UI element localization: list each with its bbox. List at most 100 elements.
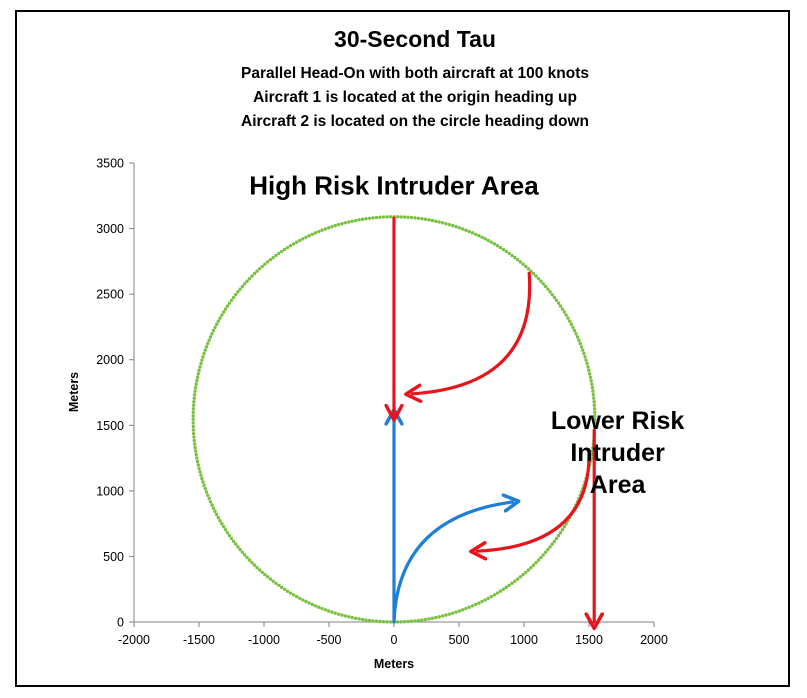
circle-point [539,279,543,283]
y-tick-label: 3500 [96,157,124,171]
circle-point [307,234,311,238]
circle-point [268,258,273,262]
circle-point [291,593,296,597]
circle-point [409,215,414,220]
circle-point [495,244,500,248]
circle-point [234,292,238,297]
circle-point [291,242,296,246]
circle-point [225,530,230,535]
circle-point [294,594,299,599]
x-tick-label: 1000 [510,633,538,647]
circle-point [353,218,358,223]
circle-point [504,249,509,254]
circle-point [539,555,543,560]
circle-point [504,585,509,590]
x-tick-label: 0 [391,633,398,647]
circle-point [591,389,595,393]
circle-point [524,570,528,574]
circle-point [326,609,331,613]
circle-point [541,553,545,557]
circle-point [340,613,344,617]
circle-point [236,545,240,549]
circle-point [590,382,594,386]
circle-point [483,237,487,241]
circle-point [360,217,365,221]
circle-point [507,583,511,588]
circle-point [263,262,267,266]
circle-point [304,235,308,239]
circle-point [245,555,249,560]
circle-point [199,361,203,366]
chart-subtitle-2: Aircraft 1 is located at the origin head… [253,89,577,106]
circle-point [467,229,471,234]
circle-point [277,251,281,256]
circle-point [524,264,528,269]
circle-point [367,618,372,623]
circle-point [574,332,578,336]
circle-point [552,539,557,544]
circle-point [582,351,586,356]
circle-point [501,247,506,252]
circle-point [536,276,541,281]
circle-point [285,589,290,593]
x-axis-label: Meters [374,657,414,671]
circle-point [207,496,211,501]
circle-point [236,290,240,294]
circle-point [198,365,202,369]
y-tick-label: 1500 [96,419,124,433]
circle-point [413,216,417,220]
circle-point [277,583,281,588]
circle-point [558,304,563,308]
circle-point [510,253,514,258]
circle-point [572,328,577,333]
circle-point [271,579,275,583]
circle-point [548,290,552,294]
circle-point [201,355,205,359]
circle-point [495,591,500,595]
circle-point [454,224,458,229]
circle-point [201,480,205,484]
circle-point [265,260,270,264]
circle-point [336,612,341,616]
circle-point [245,279,249,283]
circle-point [430,218,435,223]
circle-point [381,215,386,219]
circle-point [378,619,382,624]
circle-point [470,231,475,235]
circle-point [313,604,318,608]
circle-point [518,260,523,264]
circle-point [195,375,200,379]
circle-point [437,220,441,224]
circle-point [554,536,559,541]
circle-point [385,215,389,219]
circle-point [430,616,435,620]
circle-point [498,589,503,593]
circle-point [357,617,361,621]
circle-point [560,307,565,311]
circle-point [513,579,517,583]
circle-point [229,298,234,302]
circle-point [220,313,224,317]
annotation-line: High Risk Intruder Area [249,170,539,200]
circle-point [592,396,596,400]
circle-point [347,615,351,619]
circle-point [247,558,252,562]
circle-point [427,617,431,621]
intruder-lower-right-arrow [477,453,591,551]
circle-point [265,575,270,579]
y-tick-label: 3000 [96,222,124,236]
circle-point [218,518,222,523]
circle-point [550,292,554,297]
circle-point [221,310,226,314]
circle-point [333,223,337,228]
circle-point [593,417,597,422]
y-tick-label: 2000 [96,353,124,367]
circle-point [467,605,471,609]
circle-point [513,255,517,260]
circle-point [437,615,441,619]
circle-point [203,486,207,491]
circle-point [399,215,403,219]
circle-point [195,456,199,460]
circle-point [423,217,428,221]
